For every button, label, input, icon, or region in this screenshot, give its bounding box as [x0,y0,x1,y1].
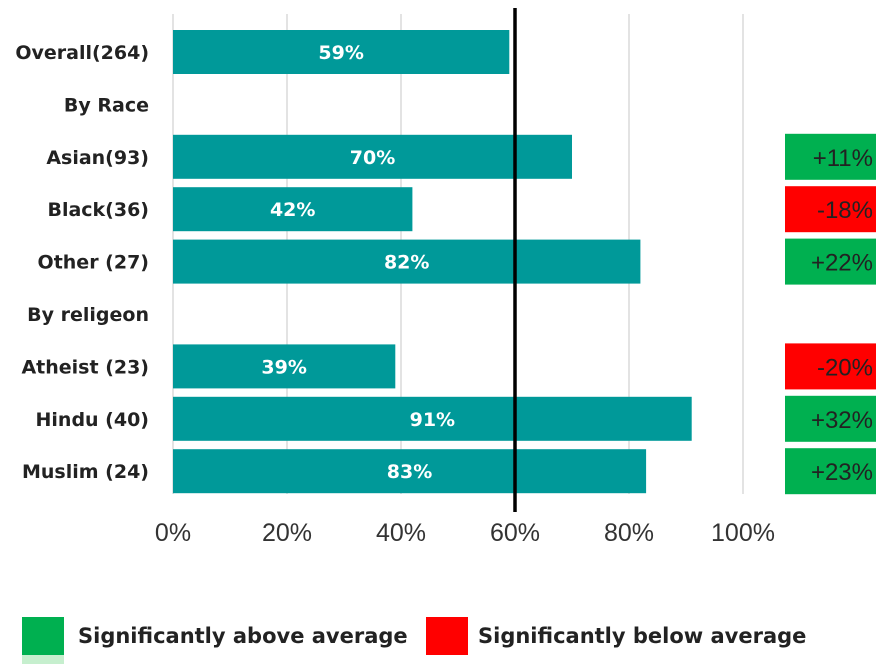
bar-value-label: 91% [410,409,455,431]
category-label: Asian(93) [46,147,149,169]
difference-label: +23% [811,459,873,486]
difference-badges: +11% -18% +22% -20% +32% +23% [785,133,876,495]
x-tick-label: 80% [604,519,654,547]
bar-value-label: 82% [384,252,429,274]
bars: 59% 70% 42% 82% 39% 91% 83% [173,30,692,494]
x-tick-label: 60% [490,519,540,547]
bar [173,449,647,494]
difference-badge [785,343,876,390]
legend-label-below: Significantly below average [478,624,806,648]
difference-label: +32% [811,407,873,434]
difference-badge [785,395,876,442]
bar-value-label: 39% [261,356,306,378]
difference-badge [785,133,876,180]
category-label: Black(36) [47,199,149,221]
category-label: By religeon [27,304,149,326]
difference-label: +22% [811,250,873,277]
category-label: Other (27) [38,252,149,274]
category-label: Hindu (40) [36,409,150,431]
x-axis-ticks: 0% 20% 40% 60% 80% 100% [155,519,775,547]
difference-label: +11% [813,145,873,172]
legend-swatch-below [426,617,468,655]
bar-value-label: 42% [270,199,315,221]
x-tick-label: 0% [155,519,191,547]
legend-label-above: Significantly above average [78,624,408,648]
bar [173,30,510,74]
category-label: Atheist (23) [21,356,149,378]
bar [173,134,572,179]
x-tick-label: 20% [262,519,312,547]
x-tick-label: 40% [376,519,426,547]
category-labels: Overall(264) By Race Asian(93) Black(36) Oth… [15,42,149,483]
category-label: By Race [64,94,149,116]
x-tick-label: 100% [711,519,775,547]
difference-label: -20% [817,354,873,381]
difference-badge [785,186,876,233]
category-label: Muslim (24) [22,461,149,483]
bar [173,239,641,284]
bar [173,396,692,441]
difference-badge [785,448,876,495]
bar-value-label: 70% [350,147,395,169]
legend-swatch-above [22,617,64,655]
legend: Significantly above average Significantly… [22,617,806,664]
difference-badge [785,238,876,285]
difference-label: -18% [817,197,873,224]
bar-value-label: 83% [387,461,432,483]
legend-swatch-shadow [22,655,64,664]
bar [173,187,413,232]
bar [173,344,396,389]
bar-value-label: 59% [318,42,363,64]
category-label: Overall(264) [15,42,149,64]
